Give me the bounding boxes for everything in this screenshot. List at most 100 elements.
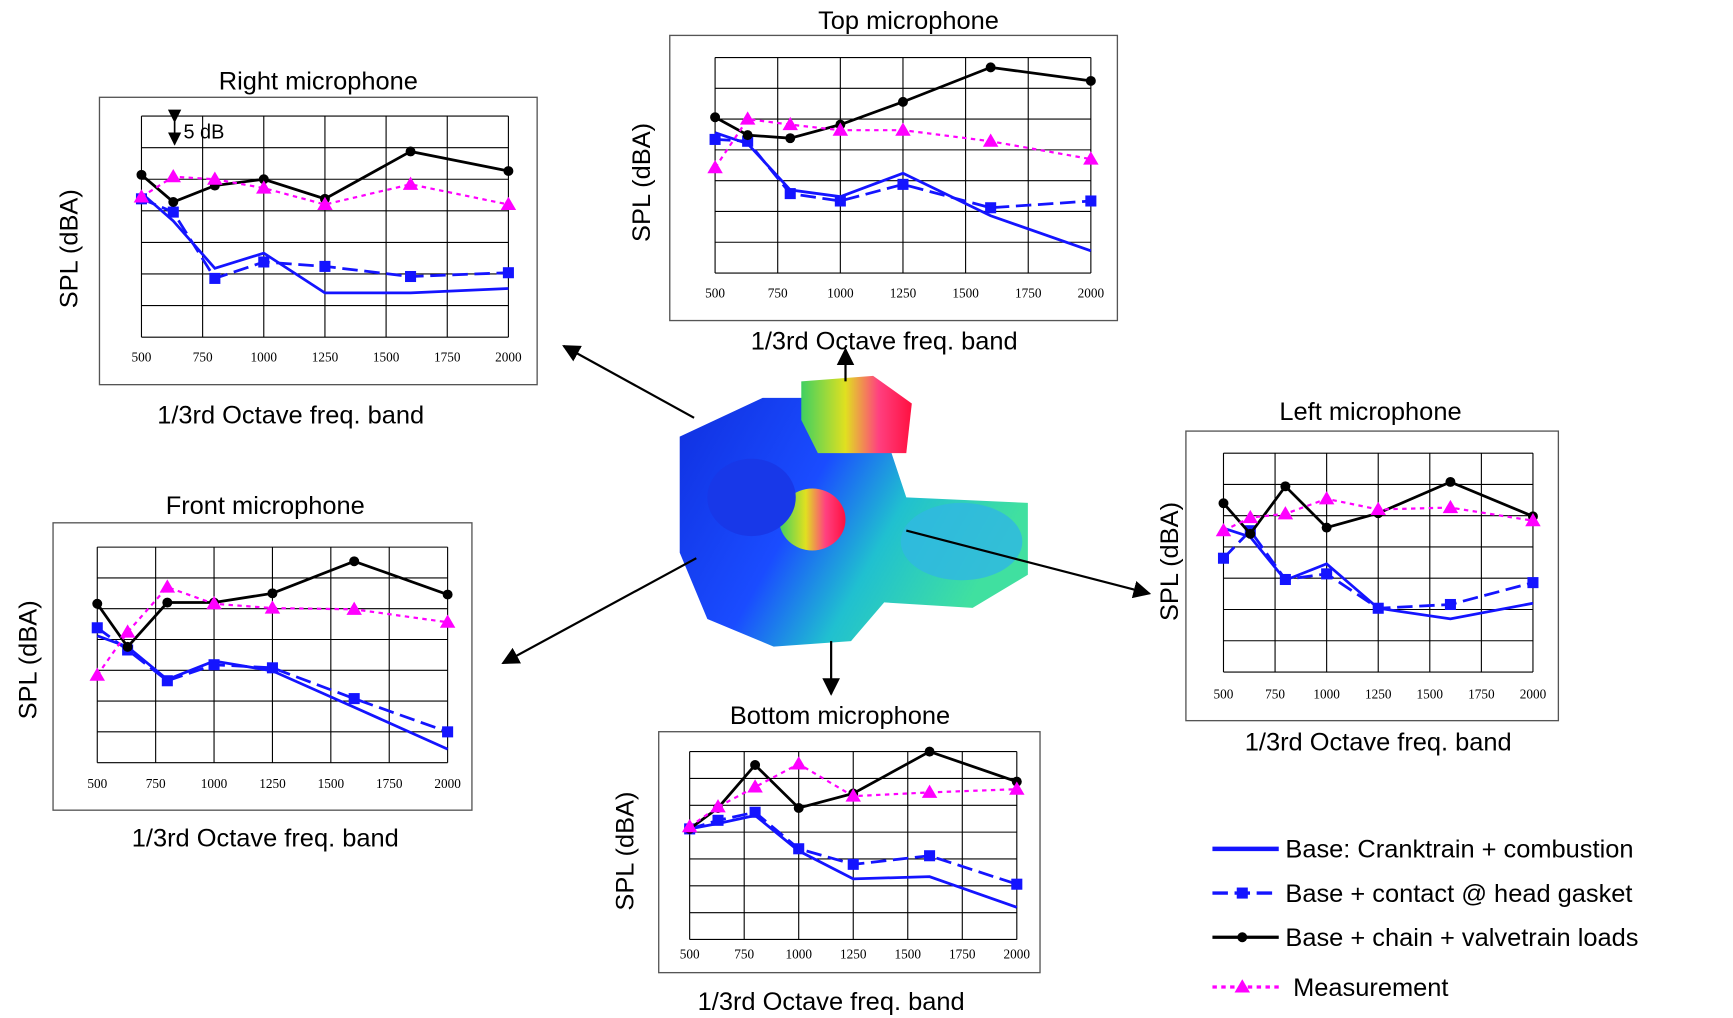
marker (750, 807, 761, 818)
legend-label: Base: Cranktrain + combustion (1285, 836, 1633, 864)
marker (785, 133, 795, 143)
marker (209, 659, 220, 670)
marker (1527, 577, 1538, 588)
x-axis-label: 1/3rd Octave freq. band (698, 988, 965, 1016)
marker (1245, 529, 1255, 539)
x-tick-label: 1500 (318, 776, 345, 791)
chart-frame (659, 732, 1040, 973)
marker (835, 195, 846, 206)
chart: Bottom microphone SPL (dBA) 1/3rd Octave f… (611, 702, 1040, 1016)
x-tick-label: 1000 (201, 776, 228, 791)
x-axis-label: 1/3rd Octave freq. band (157, 401, 424, 429)
legend-label: Measurement (1293, 974, 1448, 1002)
marker (1218, 553, 1229, 564)
marker (1011, 879, 1022, 890)
marker (319, 261, 330, 272)
marker (750, 760, 760, 770)
x-tick-label: 1500 (952, 285, 979, 300)
marker (123, 642, 133, 652)
marker (92, 599, 102, 609)
marker (1322, 523, 1332, 533)
x-tick-label: 1000 (827, 285, 854, 300)
x-tick-label: 1000 (1313, 687, 1340, 702)
engine-image (680, 376, 1028, 647)
marker (1280, 481, 1290, 491)
marker (848, 859, 859, 870)
marker (743, 130, 753, 140)
x-tick-label: 1750 (1468, 687, 1495, 702)
x-axis-label: 1/3rd Octave freq. band (132, 825, 399, 853)
x-tick-label: 500 (1214, 687, 1234, 702)
y-axis-label: SPL (dBA) (14, 600, 42, 719)
x-tick-label: 1750 (1015, 285, 1042, 300)
marker (1321, 568, 1332, 579)
arrow (503, 558, 696, 663)
marker (1237, 888, 1248, 899)
marker (92, 622, 103, 633)
x-axis-label: 1/3rd Octave freq. band (751, 327, 1018, 355)
marker (710, 134, 721, 145)
x-tick-label: 2000 (495, 349, 522, 364)
marker (267, 662, 278, 673)
x-tick-label: 1500 (895, 946, 922, 961)
marker (1219, 498, 1229, 508)
marker (898, 97, 908, 107)
x-tick-label: 750 (768, 285, 788, 300)
x-tick-label: 1000 (251, 349, 278, 364)
x-tick-label: 1750 (434, 349, 461, 364)
arrow (564, 346, 694, 418)
marker (406, 146, 416, 156)
marker (258, 256, 269, 267)
marker (168, 207, 179, 218)
marker (209, 273, 220, 284)
marker (985, 202, 996, 213)
annotation: 5 dB (183, 122, 224, 144)
chart-frame (1186, 431, 1558, 721)
x-tick-label: 1250 (890, 285, 917, 300)
marker (1086, 76, 1096, 86)
x-axis-label: 1/3rd Octave freq. band (1245, 728, 1512, 756)
marker (405, 271, 416, 282)
marker (1085, 195, 1096, 206)
x-tick-label: 1500 (1417, 687, 1444, 702)
marker (1237, 932, 1247, 942)
x-tick-label: 1750 (949, 946, 976, 961)
x-tick-label: 2000 (1520, 687, 1547, 702)
x-tick-label: 1250 (259, 776, 286, 791)
page: {"chart_data":[ {"type":"line","title":"… (0, 0, 1733, 1018)
x-tick-label: 2000 (1078, 285, 1105, 300)
marker (897, 179, 908, 190)
figure: Right microphone SPL (dBA) 1/3rd Octave fr… (0, 0, 1733, 1018)
chart-title: Front microphone (166, 492, 365, 520)
x-tick-label: 500 (132, 349, 152, 364)
marker (443, 590, 453, 600)
marker (349, 556, 359, 566)
marker (1235, 979, 1250, 992)
x-tick-label: 500 (705, 285, 725, 300)
marker (162, 675, 173, 686)
marker (162, 598, 172, 608)
marker (503, 267, 514, 278)
marker (267, 588, 277, 598)
x-tick-label: 1250 (312, 349, 339, 364)
chart-frame (99, 97, 537, 384)
marker (710, 112, 720, 122)
chart-title: Bottom microphone (730, 702, 950, 730)
marker (794, 803, 804, 813)
x-tick-label: 1500 (373, 349, 400, 364)
x-tick-label: 1750 (376, 776, 403, 791)
chart-title: Right microphone (219, 68, 418, 96)
x-tick-label: 2000 (434, 776, 461, 791)
x-tick-label: 500 (87, 776, 107, 791)
marker (1445, 599, 1456, 610)
marker (1280, 574, 1291, 585)
marker (986, 62, 996, 72)
x-tick-label: 1250 (1365, 687, 1392, 702)
x-tick-label: 750 (734, 946, 754, 961)
x-tick-label: 1000 (785, 946, 812, 961)
y-axis-label: SPL (dBA) (611, 792, 639, 911)
